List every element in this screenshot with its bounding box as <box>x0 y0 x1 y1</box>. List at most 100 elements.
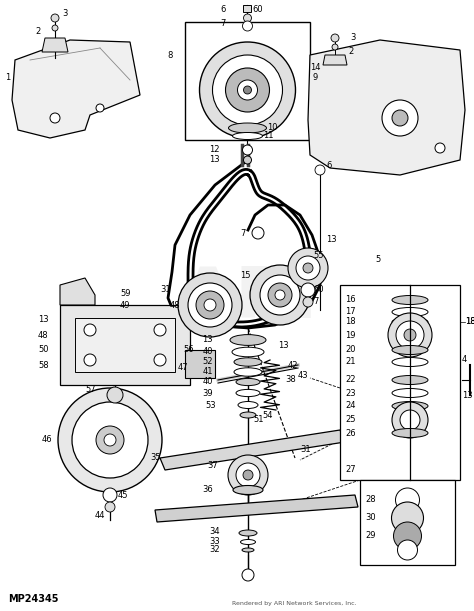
Text: 44: 44 <box>95 511 106 519</box>
Text: 13: 13 <box>202 335 213 345</box>
Circle shape <box>226 68 270 112</box>
Ellipse shape <box>392 345 428 354</box>
Circle shape <box>288 248 328 288</box>
Circle shape <box>244 14 252 22</box>
Circle shape <box>435 143 445 153</box>
Ellipse shape <box>240 412 256 418</box>
Polygon shape <box>155 495 358 522</box>
Ellipse shape <box>236 378 260 386</box>
Circle shape <box>393 522 421 550</box>
Ellipse shape <box>392 318 428 326</box>
Text: 30: 30 <box>365 513 375 522</box>
Text: 53: 53 <box>205 400 216 409</box>
Polygon shape <box>160 430 345 470</box>
Text: 54: 54 <box>262 411 273 420</box>
Text: 20: 20 <box>345 345 356 354</box>
Circle shape <box>72 402 148 478</box>
Text: 22: 22 <box>345 376 356 384</box>
Text: 50: 50 <box>38 345 48 354</box>
Ellipse shape <box>242 548 254 552</box>
Circle shape <box>51 14 59 22</box>
Text: 35: 35 <box>150 453 161 463</box>
Circle shape <box>395 488 419 512</box>
Text: 9: 9 <box>313 73 318 82</box>
Text: 41: 41 <box>202 367 213 376</box>
Circle shape <box>52 25 58 31</box>
Text: 11: 11 <box>264 131 274 141</box>
Text: 18: 18 <box>465 318 474 326</box>
Bar <box>340 285 460 480</box>
Text: MP24345: MP24345 <box>8 594 58 604</box>
Circle shape <box>50 113 60 123</box>
Text: Rendered by ARI Network Services, Inc.: Rendered by ARI Network Services, Inc. <box>232 601 356 606</box>
Circle shape <box>332 44 338 50</box>
Circle shape <box>204 299 216 311</box>
Text: 33: 33 <box>209 538 220 546</box>
Ellipse shape <box>392 389 428 398</box>
Text: 8: 8 <box>167 51 173 59</box>
Text: 5: 5 <box>375 255 380 265</box>
Ellipse shape <box>392 307 428 316</box>
Text: 58: 58 <box>38 360 49 370</box>
Circle shape <box>107 387 123 403</box>
Text: 15: 15 <box>240 271 250 279</box>
Text: 23: 23 <box>345 389 356 398</box>
Text: 34: 34 <box>210 527 220 536</box>
Text: 60: 60 <box>253 5 263 15</box>
Text: 2: 2 <box>35 27 40 37</box>
Circle shape <box>84 354 96 366</box>
Circle shape <box>104 434 116 446</box>
Ellipse shape <box>392 428 428 437</box>
Circle shape <box>392 110 408 126</box>
Polygon shape <box>12 40 140 138</box>
Circle shape <box>404 329 416 341</box>
Text: 18: 18 <box>345 318 356 326</box>
Text: 45: 45 <box>118 491 128 500</box>
Text: 40: 40 <box>202 348 213 356</box>
Ellipse shape <box>392 296 428 304</box>
Circle shape <box>243 470 253 480</box>
Text: 43: 43 <box>298 370 309 379</box>
Ellipse shape <box>239 530 257 536</box>
Circle shape <box>303 297 313 307</box>
Text: 18: 18 <box>465 318 474 326</box>
Text: 48: 48 <box>38 331 49 340</box>
Text: 3: 3 <box>62 10 67 18</box>
Circle shape <box>382 100 418 136</box>
Text: 42: 42 <box>288 360 299 370</box>
Text: 59: 59 <box>120 288 130 298</box>
Circle shape <box>196 291 224 319</box>
Text: 19: 19 <box>345 331 356 340</box>
Bar <box>60 305 190 385</box>
Bar <box>360 480 455 565</box>
Circle shape <box>154 354 166 366</box>
Text: 12: 12 <box>209 145 219 155</box>
Circle shape <box>212 55 283 125</box>
Ellipse shape <box>232 347 264 357</box>
Text: 6: 6 <box>326 161 331 169</box>
Text: 38: 38 <box>285 376 296 384</box>
Text: 47: 47 <box>178 364 189 373</box>
Text: 40: 40 <box>202 378 213 387</box>
Text: 37: 37 <box>207 461 218 469</box>
Text: 51: 51 <box>253 415 264 425</box>
Circle shape <box>244 156 252 164</box>
Polygon shape <box>60 278 95 305</box>
Ellipse shape <box>230 335 266 345</box>
Text: 57: 57 <box>85 386 96 395</box>
Circle shape <box>96 104 104 112</box>
Text: 55: 55 <box>313 252 323 260</box>
Text: 7: 7 <box>313 298 319 307</box>
Circle shape <box>228 455 268 495</box>
Text: 56: 56 <box>183 345 193 354</box>
Text: 29: 29 <box>365 532 375 541</box>
Text: 36: 36 <box>202 486 213 494</box>
Ellipse shape <box>233 486 263 494</box>
Text: 4: 4 <box>462 356 467 365</box>
Bar <box>185 350 215 378</box>
Circle shape <box>237 80 257 100</box>
Polygon shape <box>42 38 68 52</box>
Circle shape <box>242 569 254 581</box>
Text: 3: 3 <box>350 34 356 43</box>
Text: 7: 7 <box>220 18 226 27</box>
